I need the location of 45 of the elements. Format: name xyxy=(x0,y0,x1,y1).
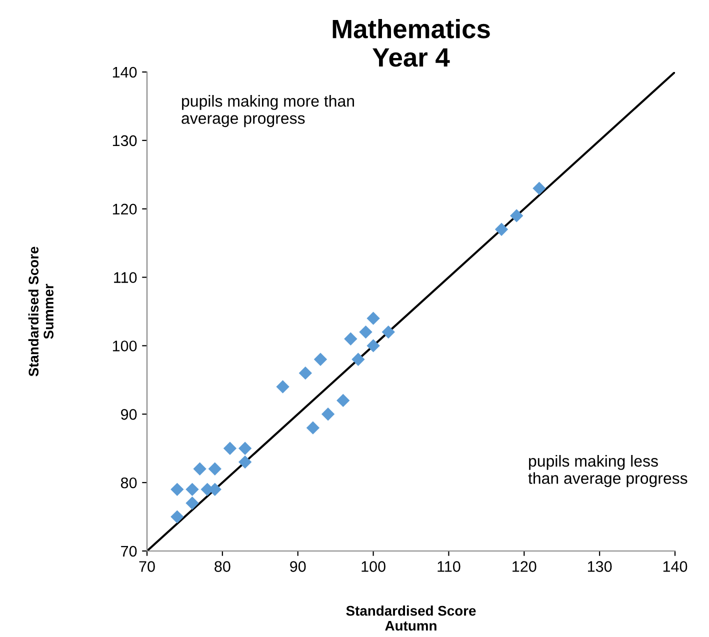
point xyxy=(306,421,320,434)
point xyxy=(186,482,199,496)
point xyxy=(382,325,395,339)
point xyxy=(321,408,335,421)
y-tick-label: 100 xyxy=(112,340,137,352)
point xyxy=(352,352,365,366)
point xyxy=(366,339,380,352)
point xyxy=(208,462,222,476)
point xyxy=(494,222,508,236)
point xyxy=(314,352,328,366)
x-tick-label: 120 xyxy=(512,561,536,572)
point xyxy=(298,366,312,380)
x-tick-label: 80 xyxy=(214,561,230,572)
x-tick-label: 90 xyxy=(290,561,306,572)
point xyxy=(510,209,524,222)
point xyxy=(366,312,380,325)
y-tick-label: 110 xyxy=(114,272,137,283)
point xyxy=(344,332,358,346)
point xyxy=(532,182,546,195)
y-tick-label: 130 xyxy=(112,135,137,146)
point xyxy=(223,442,237,455)
x-tick-label: 100 xyxy=(362,561,386,572)
point xyxy=(193,462,206,476)
y-tick-label: 120 xyxy=(112,204,137,215)
annotation: pupils making less than average progress xyxy=(528,455,688,488)
y-tick-label: 140 xyxy=(112,66,137,78)
x-tick-label: 70 xyxy=(139,561,155,572)
y-tick-label: 80 xyxy=(120,477,137,488)
point xyxy=(336,394,350,408)
point xyxy=(186,496,199,510)
point xyxy=(359,325,372,339)
y-axis-title: Standardised Score Summer xyxy=(28,246,54,376)
y-tick-label: 70 xyxy=(121,546,137,557)
annotation: pupils making more than average progress xyxy=(182,95,354,128)
x-tick-label: 140 xyxy=(663,561,688,572)
point xyxy=(276,380,290,394)
x-axis-title: Standardised Score Autumn xyxy=(346,606,476,631)
point xyxy=(238,455,252,469)
x-tick-label: 110 xyxy=(438,561,460,572)
y-tick-label: 90 xyxy=(121,409,137,420)
chart-title: Mathematics Year 4 xyxy=(332,18,490,67)
point xyxy=(170,510,184,524)
point xyxy=(170,482,184,496)
point xyxy=(238,442,252,455)
x-tick-label: 130 xyxy=(588,561,612,572)
